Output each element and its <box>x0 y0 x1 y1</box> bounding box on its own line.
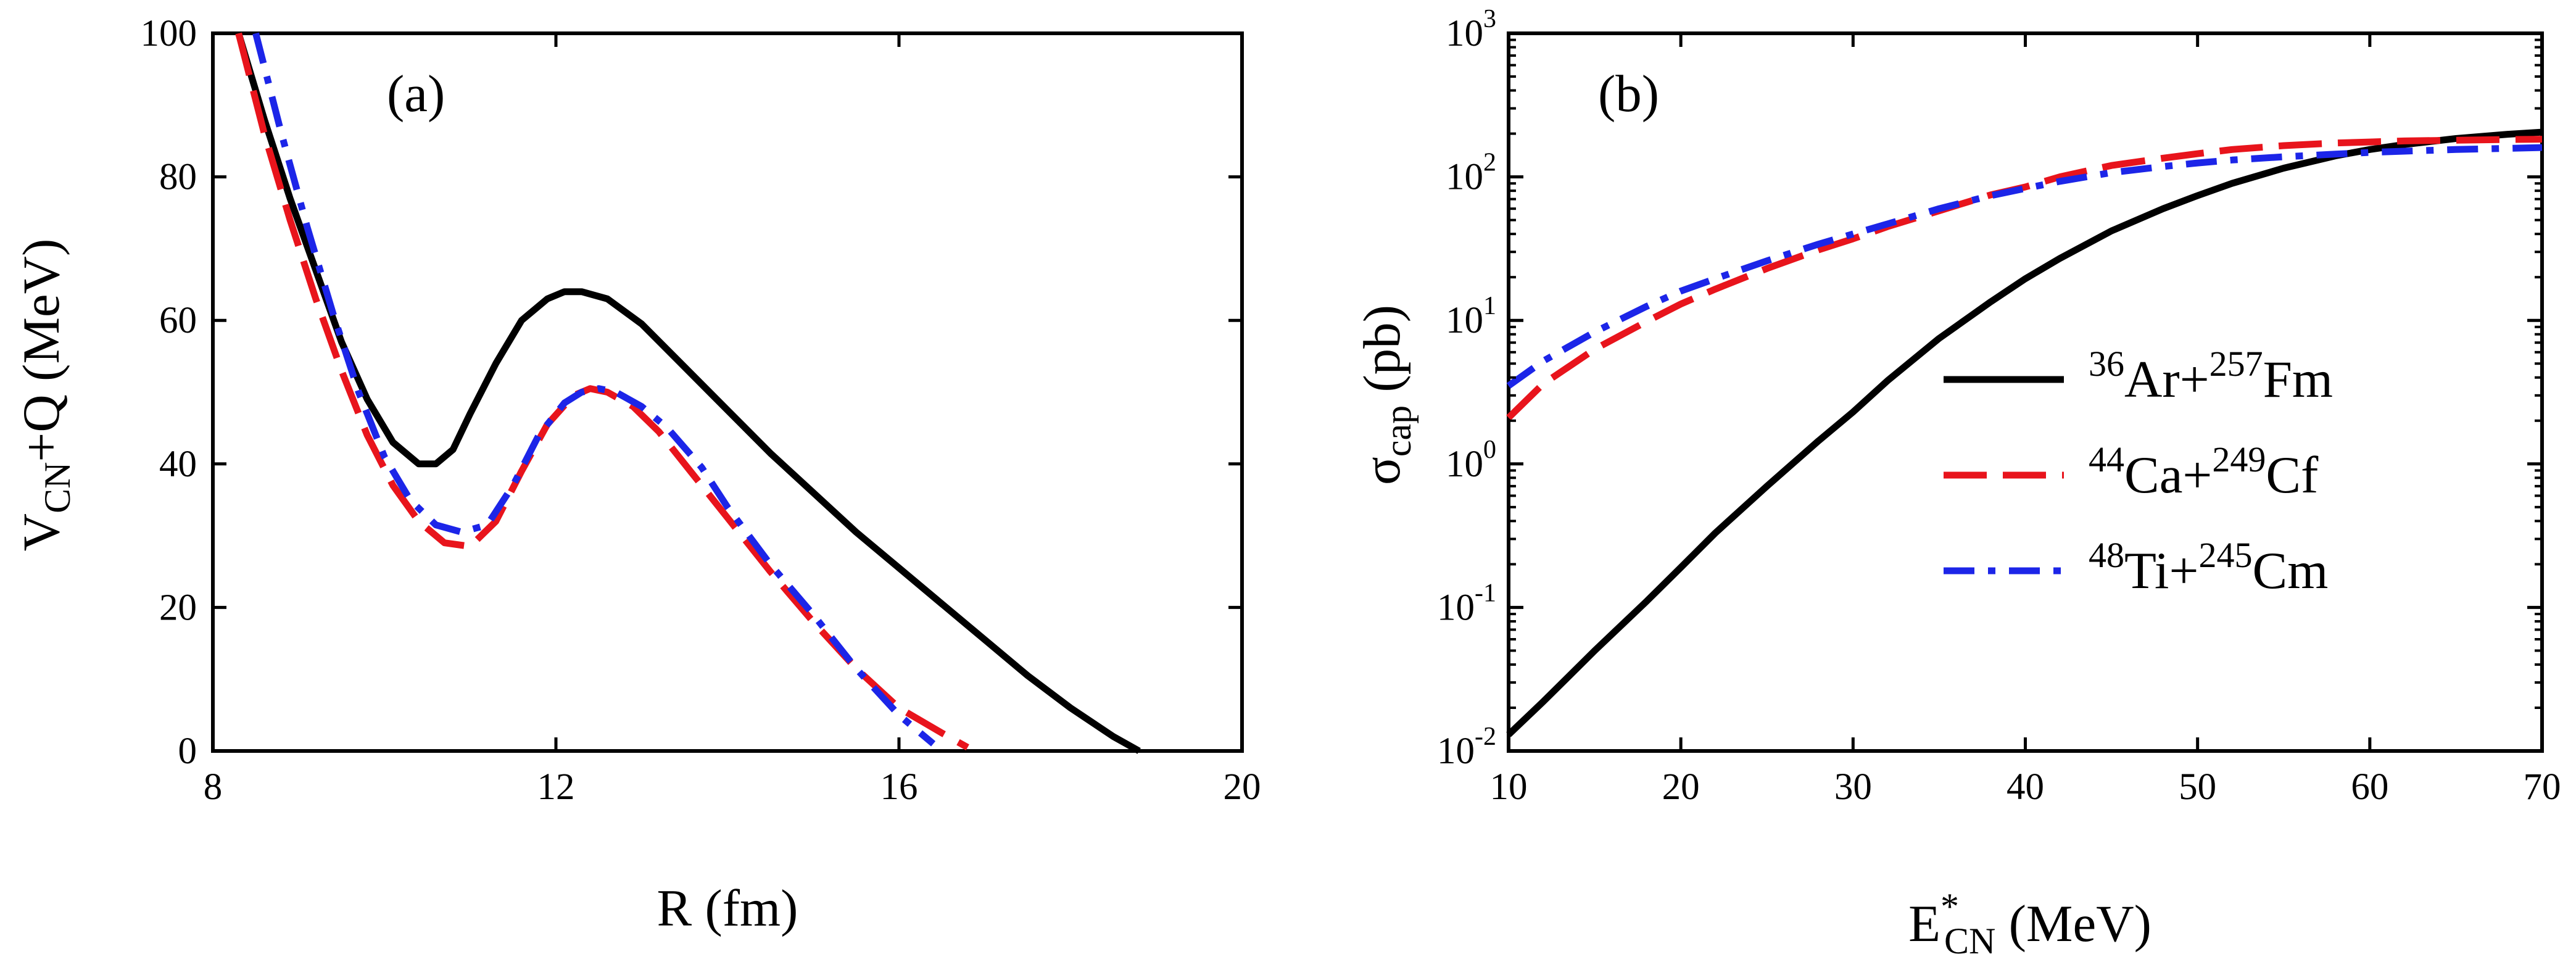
panel-a-y-axis-label-sub: CN <box>37 462 78 513</box>
panel-a-x-axis-label: R (fm) <box>657 879 798 937</box>
panel-b-plot-frame <box>1507 31 2544 753</box>
panel-b-y-axis-label-sub: cap <box>1378 405 1418 457</box>
legend-label-ca_cf-el1: Ca+ <box>2124 446 2212 504</box>
legend-label-ar_fm-el2: Fm <box>2263 350 2333 408</box>
panel-a-series-group <box>235 32 1141 754</box>
panel-a-ticks: 8 12 16 20 0 20 40 60 80 100 <box>141 13 1261 808</box>
panel-b-y-tick-label: 103 <box>1446 5 1496 54</box>
panel-b-y-axis-label-main: σ <box>1353 457 1411 485</box>
panel-b-x-axis-label: E* CN (MeV) <box>1908 886 2151 961</box>
panel-b-x-axis-label-sub: CN <box>1944 921 1995 961</box>
panel-a-x-tick-label: 16 <box>880 766 918 808</box>
panel-b-y-tick-label: 10-2 <box>1437 723 1496 772</box>
panel-b-y-tick-label-exponent: 1 <box>1483 292 1496 320</box>
panel-b-series-ar_fm <box>1506 128 2543 737</box>
panel-b-y-tick-label: 101 <box>1446 292 1496 341</box>
legend-label-ti_cm-sup2: 245 <box>2199 535 2253 575</box>
panel-a-series-ca_cf <box>235 32 969 751</box>
panel-a-label: (a) <box>387 65 445 123</box>
legend-label-ti_cm-el2: Cm <box>2253 542 2329 600</box>
legend-label-ar_fm-el1: Ar+ <box>2124 350 2209 408</box>
panel-b-x-tick-label: 40 <box>2007 766 2044 808</box>
legend-label-ca_cf: 44Ca+249Cf <box>2089 439 2319 504</box>
panel-b-series-ti_cm <box>1506 144 2543 389</box>
legend-label-ar_fm: 36Ar+257Fm <box>2089 344 2333 408</box>
panel-b-x-tick-label: 60 <box>2351 766 2388 808</box>
panel-b-y-tick-label-base: 10 <box>1437 587 1475 628</box>
panel-b-y-tick-label-base: 10 <box>1446 13 1483 54</box>
legend-label-ca_cf-sup2: 249 <box>2212 439 2266 479</box>
panel-b-x-axis-label-main: E <box>1908 895 1940 953</box>
legend-label-ti_cm-el1: Ti+ <box>2124 542 2199 600</box>
panel-a-x-tick-label: 12 <box>537 766 575 808</box>
panel-b-y-tick-label: 100 <box>1446 436 1496 485</box>
panel-a-y-tick-label: 60 <box>159 300 197 341</box>
legend-label-ca_cf-sup1: 44 <box>2089 439 2124 479</box>
legend-label-ar_fm-sup1: 36 <box>2089 344 2124 384</box>
panel-b-x-tick-label: 30 <box>1834 766 1872 808</box>
panel-a-plot-frame <box>211 31 1244 753</box>
legend-label-ar_fm-sup2: 257 <box>2209 344 2263 384</box>
panel-b-y-tick-label-base: 10 <box>1437 731 1475 772</box>
panel-b-series-ca_cf <box>1506 136 2543 420</box>
panel-a-y-tick-label: 100 <box>141 13 197 54</box>
panel-b-x-axis-label-rest: (MeV) <box>1995 895 2151 953</box>
panel-b-y-axis-label: σcap (pb) <box>1353 305 1418 485</box>
legend-label-ti_cm-sup1: 48 <box>2089 535 2124 575</box>
panel-b-x-axis-label-sup: * <box>1940 886 1959 927</box>
panel-b-y-tick-label-exponent: -2 <box>1475 723 1496 751</box>
panel-b-x-tick-label: 50 <box>2179 766 2216 808</box>
panel-a-y-tick-label: 20 <box>159 587 197 628</box>
panel-a-x-tick-label: 8 <box>204 766 223 808</box>
legend: 36Ar+257Fm 44Ca+249Cf 48Ti+245Cm <box>1944 344 2333 600</box>
panel-b-y-tick-label-exponent: -1 <box>1475 579 1496 607</box>
panel-b-y-tick-label-base: 10 <box>1446 157 1483 198</box>
panel-a-x-tick-label: 20 <box>1224 766 1261 808</box>
panel-a-y-axis-label-main: V <box>12 513 70 551</box>
legend-label-ca_cf-el2: Cf <box>2266 446 2319 504</box>
panel-a-y-axis-label: VCN+Q (MeV) <box>12 239 78 552</box>
legend-label-ti_cm: 48Ti+245Cm <box>2089 535 2328 600</box>
panel-a-series-ti_cm <box>252 32 936 747</box>
panel-a-series-ar_fm <box>235 32 1141 754</box>
panel-b-label: (b) <box>1598 65 1659 123</box>
panel-b-y-tick-label-exponent: 2 <box>1483 149 1496 177</box>
panel-b-x-tick-label: 10 <box>1490 766 1528 808</box>
panel-a-y-tick-label: 80 <box>159 157 197 198</box>
panel-b-y-axis-label-rest: (pb) <box>1353 305 1411 405</box>
panel-b-x-tick-label: 70 <box>2524 766 2561 808</box>
panel-b-x-tick-label: 20 <box>1662 766 1700 808</box>
panel-a-y-tick-label: 40 <box>159 444 197 485</box>
panel-b-y-tick-label: 10-1 <box>1437 579 1496 628</box>
panel-b-y-tick-label: 102 <box>1446 149 1496 198</box>
panel-a-y-tick-label: 0 <box>178 731 197 772</box>
panel-b-series-group <box>1506 128 2543 737</box>
panel-b-y-tick-label-exponent: 3 <box>1483 5 1496 33</box>
panel-b-y-tick-label-base: 10 <box>1446 444 1483 485</box>
panel-b-y-tick-label-base: 10 <box>1446 300 1483 341</box>
panel-a-y-axis-label-rest: +Q (MeV) <box>12 239 70 462</box>
panel-b-y-tick-label-exponent: 0 <box>1483 436 1496 464</box>
panel-a: 8 12 16 20 0 20 40 60 80 100 (a) R (fm) VCN+Q (Me… <box>12 13 1261 937</box>
